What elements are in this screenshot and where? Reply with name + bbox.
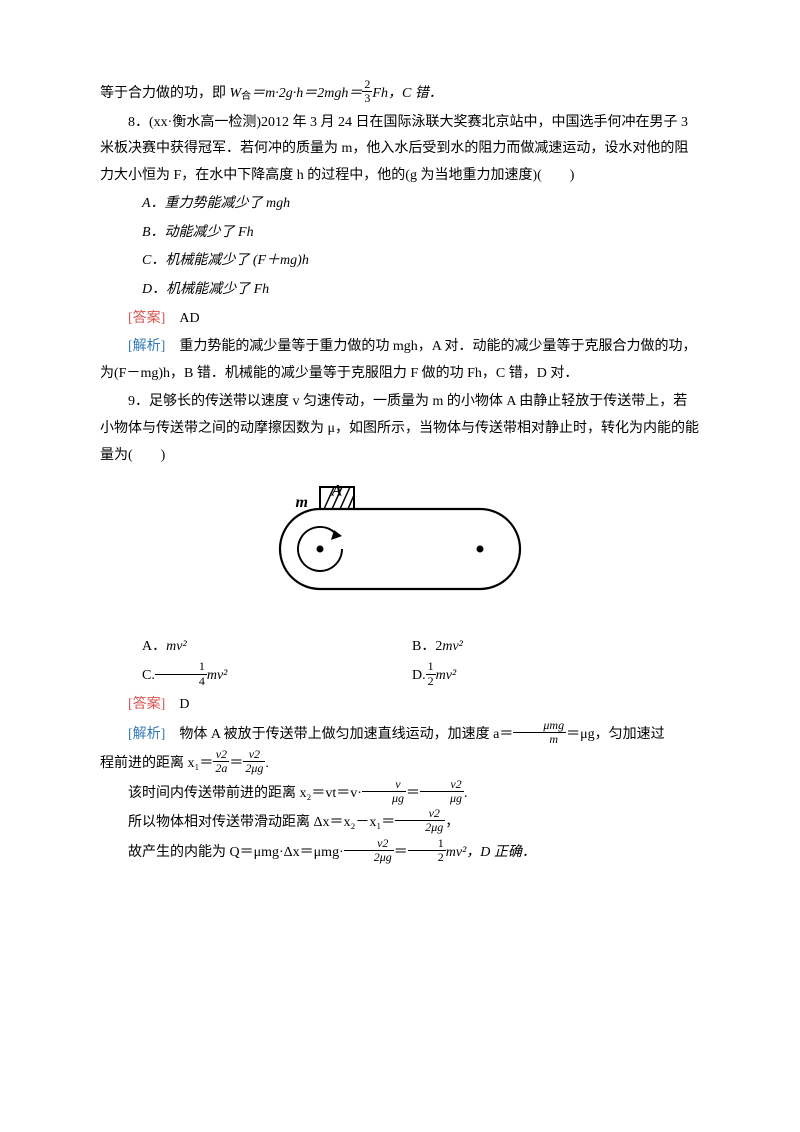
q9-sol-line2: 程前进的距离 x₁＝v22a＝v22μg. (100, 750, 700, 778)
fraction: μmgm (513, 719, 566, 746)
eq: ＝m·2g·h＝2mgh＝ (251, 86, 362, 101)
q9-sol-line3: 该时间内传送带前进的距离 x₂＝vt＝v·vμg＝v2μg. (100, 780, 700, 808)
q9-option-c: C.14mv² (100, 662, 412, 690)
fraction: 12 (408, 837, 446, 864)
text: 等于合力做的功，即 (100, 86, 230, 101)
denominator: 2 (408, 851, 446, 864)
answer-label: [答案] (128, 697, 179, 712)
denominator: 3 (362, 92, 372, 105)
numerator: v2 (395, 807, 445, 821)
text: mv² (442, 639, 463, 654)
text: B．动能减少了 Fh (142, 225, 254, 240)
denominator: 2 (426, 675, 436, 688)
q9-options-row2: C.14mv² D.12mv² (100, 662, 700, 690)
text: mv² (436, 668, 457, 683)
numerator: 2 (362, 78, 372, 92)
numerator: 1 (426, 660, 436, 674)
text: ＝ (394, 844, 408, 859)
denominator: 2a (213, 762, 229, 775)
text: mv² (207, 668, 228, 683)
text: ＝μg，匀加速过 (566, 726, 665, 741)
conveyor-figure: A m (100, 481, 700, 622)
fraction: v22μg (344, 837, 394, 864)
text: 该时间内传送带前进的距离 x₂＝vt＝v· (128, 785, 362, 800)
solution-text: 重力势能的减少量等于重力做的功 mgh，A 对．动能的减少量等于克服合力做的功，… (100, 339, 697, 381)
q9-option-d: D.12mv² (412, 662, 700, 690)
fraction: v2μg (420, 778, 464, 805)
q8-solution: [解析] 重力势能的减少量等于重力做的功 mgh，A 对．动能的减少量等于克服合… (100, 334, 700, 387)
var-W: W (230, 86, 242, 101)
text: ＝ (229, 756, 243, 771)
text: ＝ (406, 785, 420, 800)
numerator: μmg (513, 719, 566, 733)
text: . (265, 756, 269, 771)
denominator: 2μg (395, 821, 445, 834)
text: mv²，D 正确． (446, 844, 536, 859)
text: 故产生的内能为 Q＝μmg·Δx＝μmg· (128, 844, 344, 859)
fraction: v22μg (395, 807, 445, 834)
q8-answer: [答案] AD (100, 306, 700, 333)
q9-sol-line5: 故产生的内能为 Q＝μmg·Δx＝μmg·v22μg＝12mv²，D 正确． (100, 839, 700, 867)
prefix: A． (142, 639, 166, 654)
prefix: B．2 (412, 639, 442, 654)
text: C．机械能减少了 (F＋mg)h (142, 253, 309, 268)
numerator: v (362, 778, 406, 792)
text: Fh，C 错． (372, 86, 442, 101)
carryover-line: 等于合力做的功，即 W合＝m·2g·h＝2mgh＝23Fh，C 错． (100, 80, 700, 108)
denominator: μg (420, 792, 464, 805)
conveyor-svg: A m (250, 481, 550, 611)
prefix: C. (142, 668, 155, 683)
answer-value: AD (179, 311, 199, 326)
answer-value: D (179, 697, 189, 712)
fraction: vμg (362, 778, 406, 805)
numerator: v2 (243, 748, 265, 762)
q9-answer: [答案] D (100, 692, 700, 719)
denominator: 2μg (344, 851, 394, 864)
q9-stem: 9．足够长的传送带以速度 v 匀速传动，一质量为 m 的小物体 A 由静止轻放于… (100, 389, 700, 469)
fraction: v22a (213, 748, 229, 775)
q8-stem: 8．(xx·衡水高一检测)2012 年 3 月 24 日在国际泳联大奖赛北京站中… (100, 110, 700, 190)
q8-option-c: C．机械能减少了 (F＋mg)h (100, 248, 700, 275)
q9-option-b: B．2mv² (412, 634, 700, 661)
text: 所以物体相对传送带滑动距离 Δx＝x₂－x₁＝ (128, 815, 395, 830)
numerator: 1 (408, 837, 446, 851)
text: 程前进的距离 x₁＝ (100, 756, 213, 771)
text: ， (445, 815, 459, 830)
text: 物体 A 被放于传送带上做匀加速直线运动，加速度 a＝ (179, 726, 513, 741)
prefix: D. (412, 668, 426, 683)
q8-option-d: D．机械能减少了 Fh (100, 277, 700, 304)
answer-label: [答案] (128, 311, 179, 326)
sub: 合 (241, 91, 251, 102)
numerator: v2 (344, 837, 394, 851)
label-A: A (331, 483, 343, 500)
text: A．重力势能减少了 mgh (142, 196, 290, 211)
fraction: 14 (155, 660, 207, 687)
fraction: 23 (362, 78, 372, 105)
denominator: 2μg (243, 762, 265, 775)
q9-sol-line1: [解析] 物体 A 被放于传送带上做匀加速直线运动，加速度 a＝μmgm＝μg，… (100, 721, 700, 749)
numerator: v2 (420, 778, 464, 792)
fraction: 12 (426, 660, 436, 687)
text: . (464, 785, 468, 800)
text: D．机械能减少了 Fh (142, 282, 269, 297)
q8-option-b: B．动能减少了 Fh (100, 220, 700, 247)
label-m: m (296, 494, 308, 511)
denominator: m (513, 733, 566, 746)
q8-option-a: A．重力势能减少了 mgh (100, 191, 700, 218)
text: mv² (166, 639, 187, 654)
solution-label: [解析] (128, 339, 179, 354)
q9-sol-line4: 所以物体相对传送带滑动距离 Δx＝x₂－x₁＝v22μg， (100, 809, 700, 837)
fraction: v22μg (243, 748, 265, 775)
solution-label: [解析] (128, 726, 179, 741)
q9-options-row1: A．mv² B．2mv² (100, 634, 700, 661)
q9-option-a: A．mv² (100, 634, 412, 661)
denominator: μg (362, 792, 406, 805)
denominator: 4 (155, 675, 207, 688)
numerator: 1 (155, 660, 207, 674)
numerator: v2 (213, 748, 229, 762)
